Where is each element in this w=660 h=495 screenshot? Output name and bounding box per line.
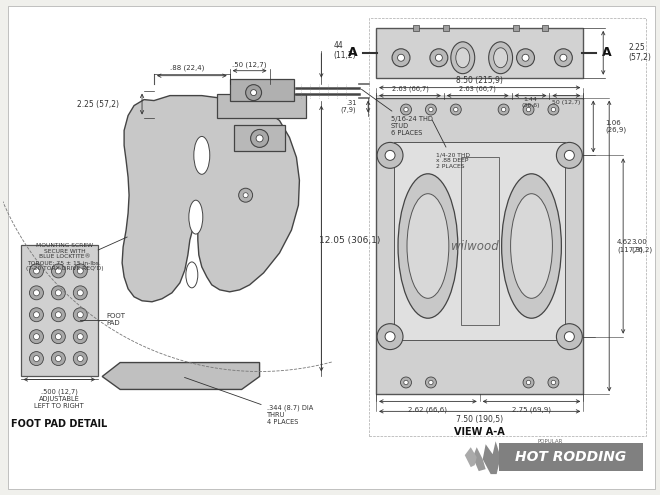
Circle shape (556, 143, 582, 168)
Circle shape (55, 334, 61, 340)
Circle shape (551, 380, 556, 385)
Text: 2.62 (66,6): 2.62 (66,6) (409, 406, 447, 413)
Circle shape (73, 351, 87, 365)
Circle shape (34, 268, 40, 274)
Circle shape (404, 380, 408, 385)
Text: 1.44
(36,6): 1.44 (36,6) (521, 97, 540, 108)
Circle shape (51, 286, 65, 300)
Ellipse shape (494, 48, 508, 68)
Bar (413, 25, 419, 31)
Circle shape (77, 312, 83, 318)
Circle shape (401, 104, 411, 115)
Text: 44
(11,2): 44 (11,2) (333, 41, 356, 60)
Circle shape (51, 308, 65, 322)
Text: A: A (602, 46, 612, 59)
Circle shape (430, 49, 448, 67)
Circle shape (526, 107, 531, 112)
Circle shape (436, 54, 442, 61)
Bar (461, 157, 499, 325)
Circle shape (397, 54, 405, 61)
Circle shape (377, 324, 403, 349)
Circle shape (251, 130, 269, 148)
Text: A: A (348, 46, 357, 59)
Circle shape (30, 308, 44, 322)
Circle shape (55, 290, 61, 296)
Circle shape (429, 380, 433, 385)
Circle shape (526, 380, 531, 385)
Ellipse shape (194, 137, 210, 174)
Ellipse shape (511, 194, 552, 298)
Circle shape (498, 104, 509, 115)
Ellipse shape (189, 200, 203, 234)
Ellipse shape (407, 194, 449, 298)
Bar (234, 125, 286, 151)
Text: MOUNTING SCREW
SECURE WITH
BLUE LOCKTITE®
TORQUE: 75 ± 15 in-lbs.
(T-20 TORX DRI: MOUNTING SCREW SECURE WITH BLUE LOCKTITE… (26, 243, 103, 271)
Circle shape (564, 332, 574, 342)
Circle shape (34, 355, 40, 361)
Ellipse shape (398, 174, 458, 318)
Text: 1.06
(26,9): 1.06 (26,9) (605, 120, 626, 133)
Text: 2.63 (66,7): 2.63 (66,7) (391, 85, 428, 92)
Circle shape (77, 355, 83, 361)
Circle shape (392, 49, 410, 67)
Circle shape (73, 286, 87, 300)
Bar (394, 143, 566, 340)
Circle shape (30, 351, 44, 365)
Text: 8.50 (215,9): 8.50 (215,9) (456, 76, 503, 85)
Circle shape (30, 330, 44, 344)
Circle shape (523, 104, 534, 115)
Circle shape (556, 324, 582, 349)
Circle shape (385, 150, 395, 160)
Text: FOOT PAD DETAIL: FOOT PAD DETAIL (11, 419, 108, 429)
Circle shape (502, 107, 506, 112)
Circle shape (55, 268, 61, 274)
Circle shape (55, 355, 61, 361)
Text: 12.05 (306,1): 12.05 (306,1) (319, 236, 380, 245)
Ellipse shape (456, 48, 470, 68)
Text: wilwood: wilwood (451, 240, 498, 252)
Text: 4.62
(117,3): 4.62 (117,3) (617, 239, 643, 253)
Circle shape (256, 135, 263, 142)
Text: .344 (8.7) DIA
THRU
4 PLACES: .344 (8.7) DIA THRU 4 PLACES (185, 377, 313, 425)
Text: 1/4-20 THD
x .88 DEEP
2 PLACES: 1/4-20 THD x .88 DEEP 2 PLACES (432, 120, 470, 169)
Text: POPULAR: POPULAR (538, 439, 563, 444)
Circle shape (426, 377, 436, 388)
Circle shape (523, 377, 534, 388)
Bar (543, 25, 548, 31)
Circle shape (404, 107, 408, 112)
Circle shape (51, 351, 65, 365)
Text: FOOT
PAD: FOOT PAD (106, 313, 125, 326)
Text: .500 (12,7)
ADJUSTABLE
LEFT TO RIGHT: .500 (12,7) ADJUSTABLE LEFT TO RIGHT (34, 389, 84, 409)
Circle shape (548, 377, 559, 388)
Circle shape (34, 312, 40, 318)
Text: 50 (12,7): 50 (12,7) (552, 100, 581, 105)
Bar (443, 25, 449, 31)
Circle shape (426, 104, 436, 115)
Ellipse shape (451, 42, 475, 74)
Polygon shape (465, 447, 477, 467)
Circle shape (453, 107, 458, 112)
Polygon shape (482, 441, 501, 474)
Text: HOT RODDING: HOT RODDING (515, 450, 626, 464)
Bar (20, 245, 98, 377)
Text: 7.50 (190,5): 7.50 (190,5) (456, 415, 504, 424)
Circle shape (77, 290, 83, 296)
Ellipse shape (186, 262, 198, 288)
Circle shape (385, 332, 395, 342)
Circle shape (34, 290, 40, 296)
Text: 2.25
(57,2): 2.25 (57,2) (628, 43, 651, 62)
Circle shape (51, 330, 65, 344)
Circle shape (77, 268, 83, 274)
Circle shape (30, 264, 44, 278)
Text: .50 (12,7): .50 (12,7) (232, 61, 267, 68)
Circle shape (55, 312, 61, 318)
Circle shape (429, 107, 433, 112)
Bar (230, 79, 294, 100)
Text: .88 (22,4): .88 (22,4) (170, 64, 204, 71)
Circle shape (51, 264, 65, 278)
Circle shape (73, 308, 87, 322)
Circle shape (243, 193, 248, 198)
Text: 2.75 (69,9): 2.75 (69,9) (512, 406, 551, 413)
Circle shape (522, 54, 529, 61)
Bar (216, 94, 306, 117)
